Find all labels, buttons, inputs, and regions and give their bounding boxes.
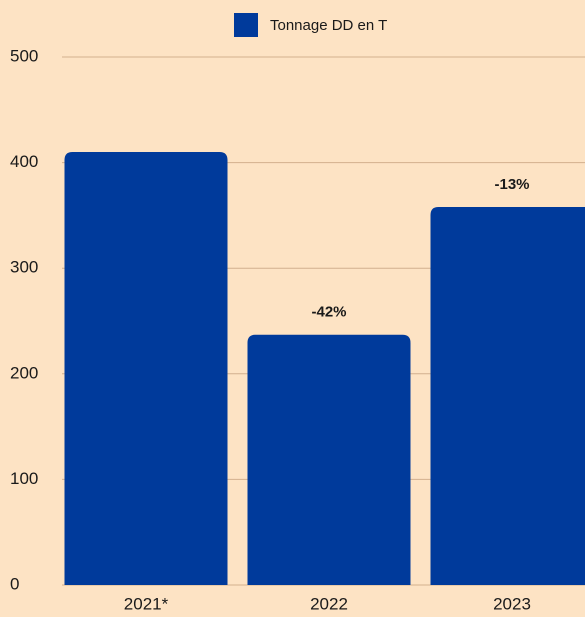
y-tick-label: 0 — [10, 574, 19, 593]
legend-swatch — [234, 13, 258, 37]
bar — [64, 152, 228, 586]
bar — [247, 334, 411, 585]
bar-annotation: -42% — [311, 304, 346, 321]
x-tick-label: 2021* — [124, 594, 169, 613]
y-tick-label: 500 — [10, 46, 38, 65]
x-tick-label: 2023 — [493, 594, 531, 613]
y-tick-label: 100 — [10, 469, 38, 488]
bar-annotation: -13% — [494, 176, 529, 193]
legend-label: Tonnage DD en T — [270, 17, 387, 34]
y-tick-label: 300 — [10, 258, 38, 277]
y-tick-label: 400 — [10, 152, 38, 171]
x-tick-label: 2022 — [310, 594, 348, 613]
bar — [430, 206, 585, 585]
y-tick-label: 200 — [10, 363, 38, 382]
